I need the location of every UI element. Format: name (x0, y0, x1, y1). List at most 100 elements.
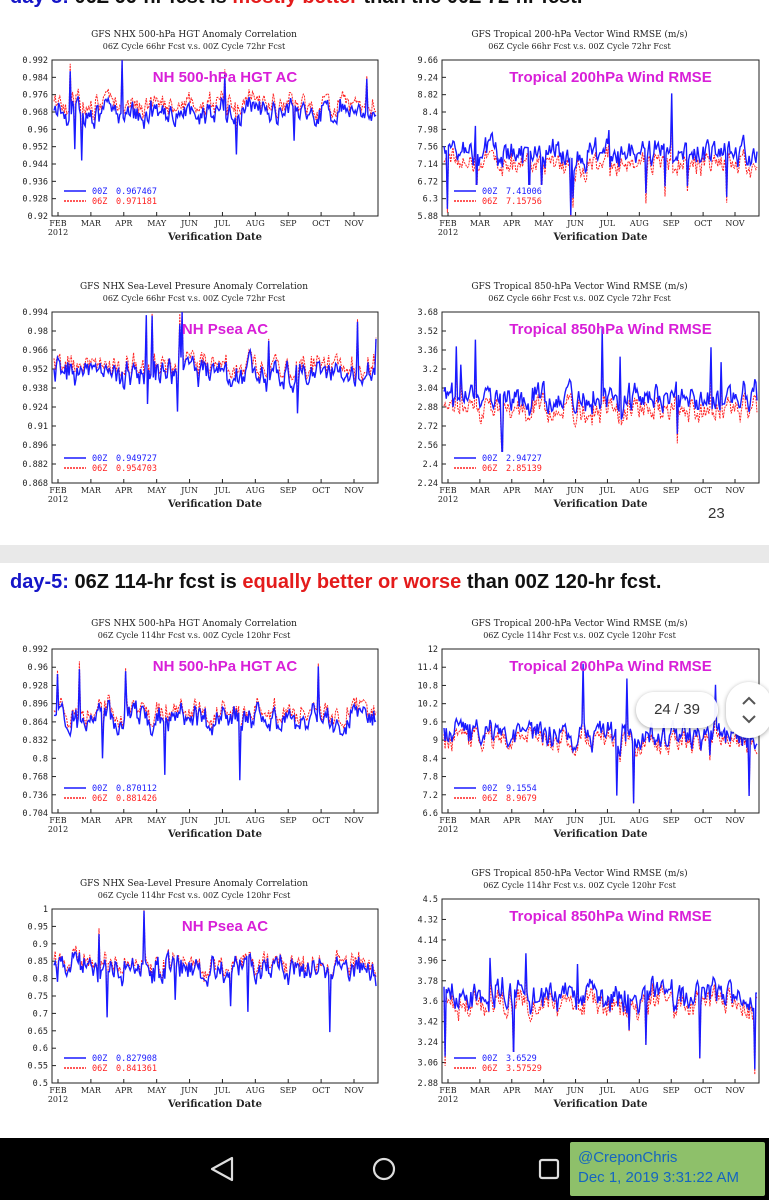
x-tick-label: OCT (312, 816, 331, 825)
y-tick-label: 2.88 (418, 1079, 438, 1089)
legend-box (60, 782, 178, 808)
y-tick-label: 0.92 (28, 212, 48, 222)
series-line-00z (53, 60, 377, 161)
slide-separator (0, 545, 769, 563)
x-tick-label: AUG (629, 486, 649, 495)
slide-day5: day-5: 06Z 114-hr fcst is equally better… (0, 563, 769, 1138)
series-line-00z (443, 328, 758, 461)
overlay-label: Tropical 850hPa Wind RMSE (509, 908, 711, 925)
x-tick-label: AUG (629, 219, 649, 228)
x-tick-label: MAY (147, 816, 167, 825)
chart-subtitle: 06Z Cycle 66hr Fcst v.s. 00Z Cycle 72hr … (488, 294, 671, 303)
series-line-00z (53, 311, 377, 414)
chart-title: GFS Tropical 850-hPa Vector Wind RMSE (m… (471, 282, 688, 292)
y-tick-label: 2.72 (418, 422, 438, 432)
y-tick-label: 0.9 (33, 940, 48, 950)
y-tick-label: 0.7 (33, 1009, 48, 1019)
x-tick-label: JUN (180, 219, 198, 228)
y-tick-label: 7.56 (418, 143, 438, 153)
back-triangle-icon[interactable] (208, 1156, 238, 1182)
legend-box (450, 452, 568, 478)
x-tick-label: NOV (344, 486, 363, 495)
x-tick-label: FEB (439, 1086, 456, 1095)
x-tick-label: MAR (81, 1086, 102, 1095)
y-tick-label: 7.8 (423, 773, 438, 783)
line-chart: 0.994 0.98 0.966 0.952 0.938 0.924 0.91 0.896 0.… (22, 308, 379, 510)
legend-series-value: 0.967467 (116, 187, 157, 197)
overlay-label: NH 500-hPa HGT AC (153, 69, 298, 86)
y-tick-label: 0.994 (22, 308, 48, 318)
x-tick-label: SEP (280, 816, 297, 825)
y-tick-label: 0.992 (22, 645, 48, 655)
x-tick-label: MAY (147, 1086, 167, 1095)
x-tick-label: MAY (147, 486, 167, 495)
series-line-06z (53, 59, 377, 146)
x-tick-label: MAR (470, 1086, 491, 1095)
x-axis-label: Verification Date (552, 499, 647, 510)
x-axis-label: Verification Date (552, 829, 647, 840)
x-tick-label: JUL (214, 486, 231, 495)
x-tick-label: MAY (534, 1086, 554, 1095)
y-tick-label: 7.98 (418, 125, 438, 135)
x-tick-label: FEB (439, 486, 456, 495)
legend-series-name: 06Z (482, 197, 497, 207)
y-tick-label: 3.36 (418, 346, 438, 356)
legend-series-value: 9.1554 (506, 784, 537, 794)
x-tick-label: OCT (312, 486, 331, 495)
chart-subtitle: 06Z Cycle 114hr Fcst v.s. 00Z Cycle 120h… (97, 891, 291, 900)
legend-series-name: 06Z (92, 197, 107, 207)
x-tick-label: SEP (663, 1086, 680, 1095)
chart-title: GFS Tropical 200-hPa Vector Wind RMSE (m… (471, 619, 688, 629)
chart-title: GFS Tropical 850-hPa Vector Wind RMSE (m… (471, 869, 688, 879)
y-tick-label: 9 (433, 736, 438, 746)
x-tick-label: APR (502, 1086, 521, 1095)
scroll-button[interactable] (726, 682, 769, 738)
x-year-label: 2012 (438, 495, 458, 504)
series-line-06z (443, 675, 758, 804)
x-tick-label: OCT (694, 1086, 713, 1095)
y-tick-label: 0.968 (22, 108, 48, 118)
y-tick-label: 0.6 (33, 1044, 48, 1054)
x-tick-label: NOV (725, 219, 744, 228)
x-year-label: 2012 (438, 228, 458, 237)
x-year-label: 2012 (48, 228, 68, 237)
series-line-00z (53, 666, 377, 781)
y-tick-label: 0.75 (28, 992, 48, 1002)
legend-series-name: 06Z (482, 794, 497, 804)
y-tick-label: 9.6 (423, 718, 438, 728)
legend-series-name: 00Z (482, 454, 497, 464)
y-tick-label: 0.65 (28, 1027, 48, 1037)
x-tick-label: FEB (439, 219, 456, 228)
line-chart: 4.5 4.32 4.14 3.96 3.78 3.6 3.42 3.24 3.06 2.88FE… (418, 895, 760, 1110)
x-tick-label: FEB (439, 816, 456, 825)
x-axis-label: Verification Date (552, 1099, 647, 1110)
recents-square-icon[interactable] (538, 1158, 560, 1180)
y-tick-label: 0.704 (22, 809, 48, 819)
legend-box (450, 185, 568, 211)
legend-series-name: 00Z (482, 187, 497, 197)
x-tick-label: AUG (629, 816, 649, 825)
y-tick-label: 3.42 (418, 1018, 438, 1028)
x-tick-label: AUG (245, 486, 265, 495)
y-tick-label: 3.96 (418, 956, 438, 966)
x-tick-label: SEP (663, 486, 680, 495)
x-tick-label: MAR (81, 816, 102, 825)
x-tick-label: SEP (280, 1086, 297, 1095)
y-tick-label: 0.976 (22, 91, 48, 101)
y-tick-label: 0.992 (22, 56, 48, 66)
x-tick-label: FEB (49, 486, 66, 495)
legend-box (60, 1052, 178, 1078)
y-tick-label: 3.78 (418, 977, 438, 987)
x-tick-label: JUN (180, 1086, 198, 1095)
y-tick-label: 0.928 (22, 195, 48, 205)
chart-title: GFS Tropical 200-hPa Vector Wind RMSE (m… (471, 30, 688, 40)
legend-series-value: 0.971181 (116, 197, 157, 207)
y-tick-label: 6.3 (423, 195, 438, 205)
chart-panel: GFS Tropical 850-hPa Vector Wind RMSE (m… (390, 865, 769, 1135)
y-tick-label: 4.32 (418, 915, 438, 925)
x-tick-label: MAY (534, 816, 554, 825)
slide-heading: day-3: 06Z 66-hr fcst is mostly better t… (10, 0, 582, 9)
x-tick-label: MAR (470, 486, 491, 495)
home-circle-icon[interactable] (371, 1156, 397, 1182)
x-tick-label: APR (114, 1086, 133, 1095)
